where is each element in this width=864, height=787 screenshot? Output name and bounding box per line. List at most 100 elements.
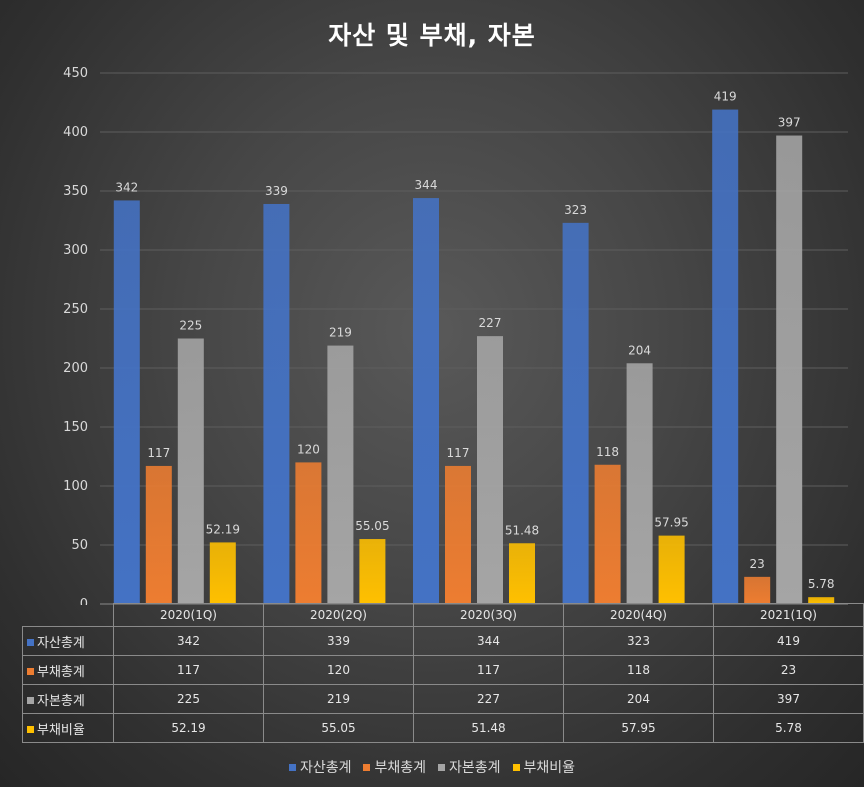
bar [413, 198, 439, 604]
table-cell: 51.48 [413, 713, 564, 743]
table-cell: 397 [713, 684, 864, 714]
table-category-header: 2020(1Q) [113, 603, 264, 627]
table-row: 자본총계 225 219 227 204 397 [22, 684, 864, 714]
plot-area: 0 50 100 150 200 250 300 350 400 450 342 339 344 323… [63, 66, 848, 605]
table-cell: 323 [563, 626, 714, 656]
legend-swatch [512, 764, 520, 771]
bar [594, 464, 621, 604]
legend-swatch [438, 764, 445, 771]
bar [145, 465, 172, 604]
y-tick-label: 200 [63, 361, 88, 376]
series-name-label: 부채비율 [37, 722, 85, 738]
table-cell: 117 [113, 655, 264, 685]
table-cell: 23 [713, 655, 864, 685]
data-label: 227 [479, 316, 502, 330]
bar [263, 203, 290, 605]
table-cell: 227 [413, 684, 564, 714]
y-tick-label: 400 [63, 125, 88, 140]
bar [295, 462, 322, 604]
table-series-name: 부채총계 [22, 655, 114, 685]
y-tick-label: 300 [63, 243, 88, 258]
table-series-name: 부채비율 [22, 713, 114, 743]
data-label: 117 [447, 446, 470, 460]
data-label: 51.48 [505, 523, 539, 537]
legend-label: 부채비율 [523, 760, 576, 776]
table-cell: 57.95 [563, 713, 714, 743]
legend-label: 부채총계 [374, 760, 426, 776]
y-tick-label: 0 [80, 597, 88, 605]
y-tick-label: 50 [71, 538, 88, 553]
bar [359, 539, 386, 604]
data-label: 52.19 [206, 522, 240, 536]
data-label: 55.05 [355, 519, 389, 533]
legend-key-swatch [27, 638, 34, 646]
data-label: 323 [564, 203, 587, 217]
data-label: 118 [596, 445, 619, 459]
legend-item: 자산총계 [288, 757, 352, 777]
table-cell: 117 [413, 655, 564, 685]
chart-title: 자산 및 부채, 자본 [328, 21, 536, 50]
legend-key-swatch [27, 696, 34, 704]
table-cell: 55.05 [263, 713, 414, 743]
bar [808, 597, 835, 604]
table-corner [22, 603, 114, 627]
data-table: 2020(1Q) 2020(2Q) 2020(3Q) 2020(4Q) 2021(1Q)… [22, 603, 864, 743]
table-series-name: 자산총계 [22, 626, 114, 656]
legend-key-swatch [27, 667, 34, 675]
bar [712, 109, 739, 604]
table-cell: 118 [563, 655, 714, 685]
legend-key-swatch [27, 725, 34, 733]
y-tick-label: 450 [63, 66, 88, 81]
table-category-header: 2020(4Q) [563, 603, 714, 627]
legend: 자산총계 부채총계 자본총계 부채비율 [0, 757, 864, 777]
table-cell: 52.19 [113, 713, 264, 743]
table-cell: 120 [263, 655, 414, 685]
data-label: 344 [415, 178, 438, 192]
data-label: 397 [778, 116, 801, 130]
table-series-name: 자본총계 [22, 684, 114, 714]
bar [658, 535, 685, 604]
bar [477, 336, 503, 604]
series-name-label: 자산총계 [37, 635, 85, 651]
series-name-label: 자본총계 [37, 693, 85, 709]
table-cell: 5.78 [713, 713, 864, 743]
table-cell: 204 [563, 684, 714, 714]
table-cell: 219 [263, 684, 414, 714]
table-category-header: 2021(1Q) [713, 603, 864, 627]
table-row: 부채비율 52.19 55.05 51.48 57.95 5.78 [22, 713, 864, 743]
legend-label: 자산총계 [299, 760, 352, 776]
bar [209, 542, 236, 604]
y-tick-label: 150 [63, 420, 88, 435]
table-category-header: 2020(3Q) [413, 603, 564, 627]
data-label: 117 [147, 446, 170, 460]
bar [744, 576, 771, 604]
table-cell: 344 [413, 626, 564, 656]
table-cell: 419 [713, 626, 864, 656]
bar [776, 135, 803, 605]
table-category-header: 2020(2Q) [263, 603, 414, 627]
data-label: 23 [750, 557, 765, 571]
table-cell: 342 [113, 626, 264, 656]
table-row: 부채총계 117 120 117 118 23 [22, 655, 864, 685]
bar [177, 338, 204, 604]
data-label: 339 [265, 184, 288, 198]
legend-swatch [288, 764, 296, 771]
bar [509, 543, 535, 604]
data-label: 225 [179, 319, 202, 333]
bar [626, 363, 653, 604]
data-label: 204 [628, 343, 651, 357]
table-row: 자산총계 342 339 344 323 419 [22, 626, 864, 656]
y-tick-label: 350 [63, 184, 88, 199]
bar [562, 222, 589, 605]
data-label: 5.78 [808, 577, 835, 591]
y-tick-label: 250 [63, 302, 88, 317]
data-label: 419 [714, 90, 737, 104]
bar [113, 200, 140, 604]
legend-swatch [363, 764, 371, 771]
data-label: 219 [329, 326, 352, 340]
bar [445, 465, 471, 604]
legend-label: 자본총계 [449, 760, 501, 776]
data-label: 57.95 [654, 516, 688, 530]
legend-item: 자본총계 [438, 757, 501, 777]
legend-item: 부채총계 [363, 757, 426, 777]
